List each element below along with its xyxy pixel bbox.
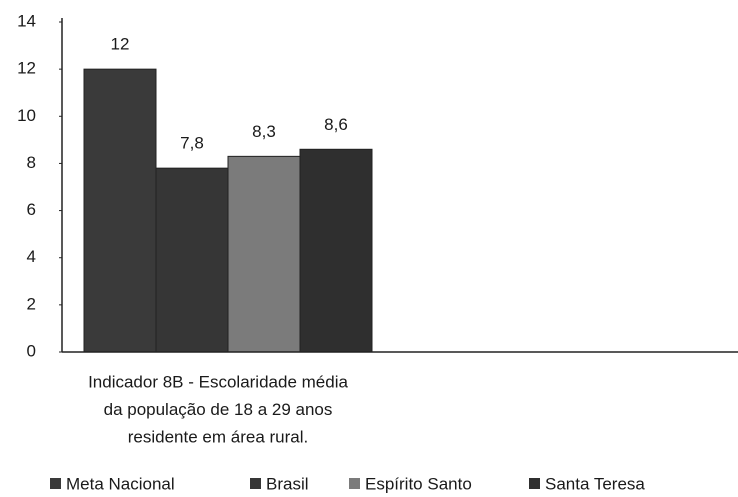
data-label: 7,8 — [180, 134, 204, 153]
data-label: 8,6 — [324, 115, 348, 134]
legend-label: Santa Teresa — [545, 474, 645, 493]
legend-label: Meta Nacional — [66, 474, 175, 493]
x-tick-label: residente em área rural. — [128, 427, 308, 446]
y-tick-label: 0 — [27, 341, 36, 360]
y-tick-label: 12 — [17, 59, 36, 78]
legend-label: Brasil — [266, 474, 309, 493]
legend-swatch — [529, 478, 540, 489]
data-label: 12 — [111, 35, 130, 54]
bar — [83, 68, 157, 353]
data-label: 8,3 — [252, 122, 276, 141]
y-tick-label: 14 — [17, 11, 36, 30]
y-tick-label: 10 — [17, 106, 36, 125]
bar — [155, 167, 229, 353]
legend-label: Espírito Santo — [365, 474, 472, 493]
bar — [299, 148, 373, 353]
bar — [227, 155, 301, 353]
y-tick-label: 8 — [27, 153, 36, 172]
y-tick-label: 6 — [27, 200, 36, 219]
y-tick-label: 4 — [27, 247, 36, 266]
x-tick-label: da população de 18 a 29 anos — [104, 400, 333, 419]
legend-swatch — [349, 478, 360, 489]
x-tick-label: Indicador 8B - Escolaridade média — [88, 372, 348, 391]
legend-swatch — [250, 478, 261, 489]
legend-swatch — [50, 478, 61, 489]
y-tick-label: 2 — [27, 294, 36, 313]
